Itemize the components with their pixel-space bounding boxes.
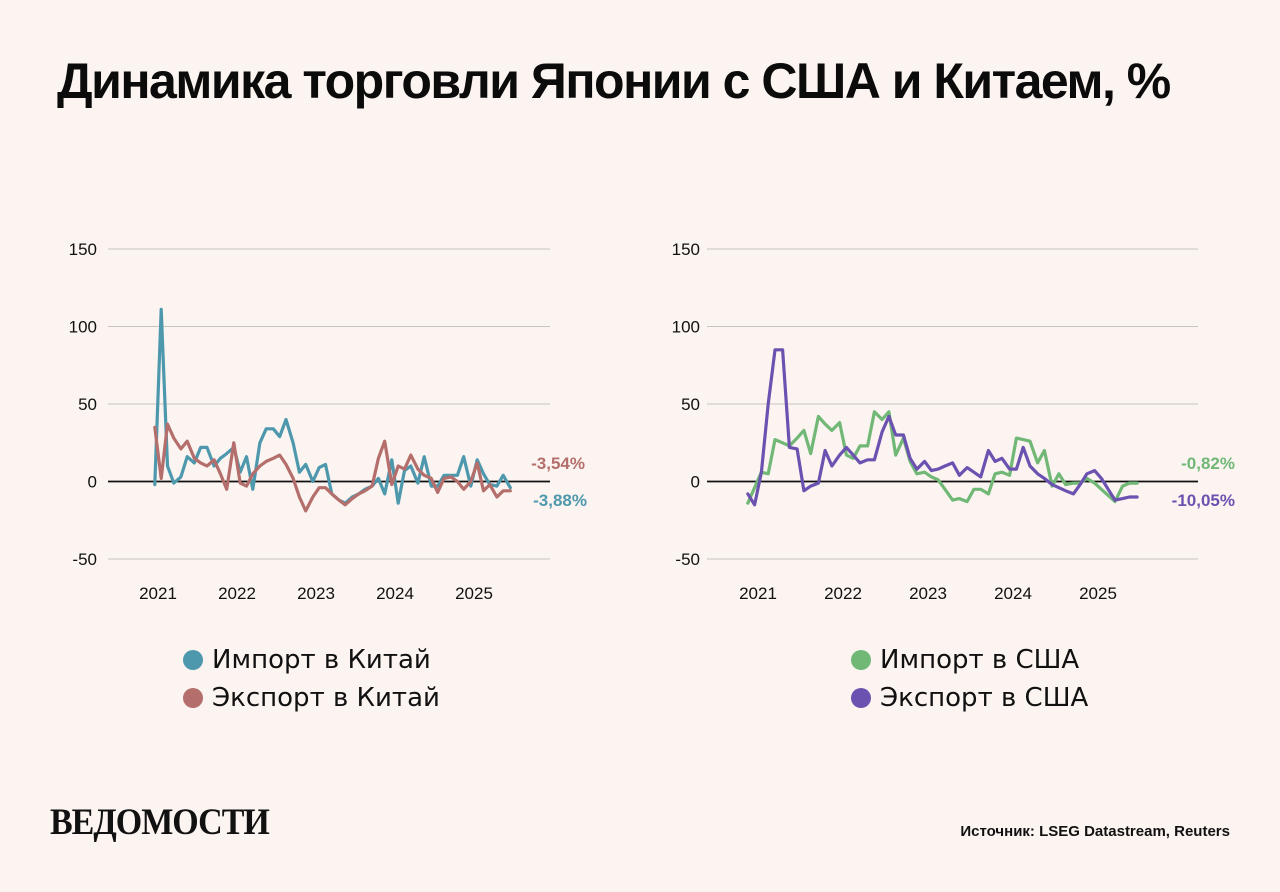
legend-dot-icon [851, 650, 871, 670]
end-value-label: -0,82% [1181, 454, 1235, 473]
series-line-china-0 [153, 307, 512, 505]
legend-dot-icon [183, 688, 203, 708]
x-tick-label: 2022 [824, 584, 862, 603]
chart-china: -50 0 50 100 150 2021 2022 2023 2024 2025 -3,54% -3… [69, 240, 587, 603]
series-line-usa-0 [746, 410, 1139, 505]
x-tick-label: 2025 [455, 584, 493, 603]
series-line-china-1 [153, 422, 512, 513]
legend-item-import-usa: Импорт в США [851, 641, 1088, 679]
legend-item-import-china: Импорт в Китай [183, 641, 440, 679]
end-value-label: -3,88% [533, 491, 587, 510]
chart-usa: -50 0 50 100 150 2021 2022 2023 2024 2025 -0,82% -1… [672, 240, 1235, 603]
series-line-usa-1 [746, 348, 1139, 507]
x-tick-label: 2024 [994, 584, 1032, 603]
vedomosti-logo[interactable]: ВЕДОМОСТИ [50, 802, 270, 843]
y-tick-label: 50 [681, 395, 700, 414]
y-tick-label: 50 [78, 395, 97, 414]
legend-item-export-usa: Экспорт в США [851, 679, 1088, 717]
x-tick-label: 2023 [297, 584, 335, 603]
x-tick-label: 2025 [1079, 584, 1117, 603]
y-tick-label: 150 [672, 240, 700, 259]
y-tick-label: 0 [691, 473, 700, 492]
y-tick-label: 100 [672, 318, 700, 337]
legend-label: Импорт в Китай [212, 645, 431, 675]
legend-label: Импорт в США [880, 645, 1080, 675]
legend-china: Импорт в Китай Экспорт в Китай [183, 641, 440, 717]
source-note: Источник: LSEG Datastream, Reuters [960, 823, 1230, 840]
x-tick-label: 2021 [139, 584, 177, 603]
y-tick-label: 0 [88, 473, 97, 492]
x-tick-label: 2021 [739, 584, 777, 603]
y-tick-label: -50 [675, 550, 700, 569]
legend-dot-icon [183, 650, 203, 670]
end-value-label: -3,54% [531, 454, 585, 473]
legend-label: Экспорт в Китай [212, 683, 440, 713]
x-tick-label: 2024 [376, 584, 414, 603]
legend-dot-icon [851, 688, 871, 708]
x-tick-label: 2023 [909, 584, 947, 603]
legend-item-export-china: Экспорт в Китай [183, 679, 440, 717]
y-tick-label: 100 [69, 318, 97, 337]
legend-label: Экспорт в США [880, 683, 1089, 713]
page-title: Динамика торговли Японии с США и Китаем,… [57, 53, 1171, 109]
end-value-label: -10,05% [1172, 491, 1235, 510]
x-tick-label: 2022 [218, 584, 256, 603]
y-tick-label: 150 [69, 240, 97, 259]
y-tick-label: -50 [72, 550, 97, 569]
legend-usa: Импорт в США Экспорт в США [851, 641, 1088, 717]
